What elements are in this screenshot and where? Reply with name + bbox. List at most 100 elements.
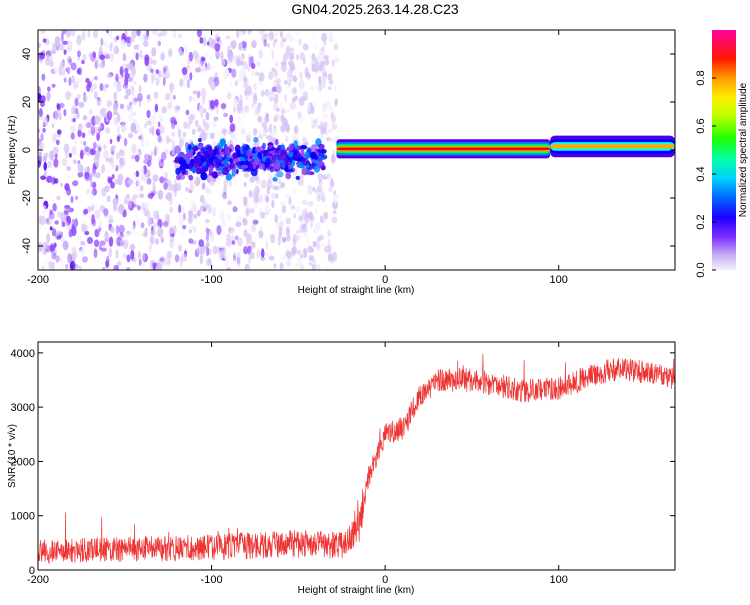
spectrogram-noise-speckle — [308, 254, 314, 262]
spectrogram-noise-speckle — [91, 188, 98, 196]
spectrogram-noise-speckle — [273, 78, 279, 89]
spectrogram-noise-speckle — [324, 72, 328, 77]
spectrogram-noise-speckle — [157, 225, 161, 230]
spectrogram-noise-speckle — [62, 40, 69, 45]
spectrogram-noise-speckle — [146, 159, 152, 167]
spectrogram-noise-speckle — [323, 55, 329, 60]
spectrogram-noise-speckle — [319, 218, 326, 224]
spectrogram-noise-speckle — [200, 87, 207, 98]
spectrogram-noise-speckle — [52, 203, 57, 212]
spectrogram-noise-speckle — [240, 64, 245, 74]
spectrogram-noise-speckle — [330, 177, 334, 187]
spectrogram-noise-speckle — [72, 118, 76, 123]
spectrogram-noise-speckle — [168, 234, 174, 241]
spectrogram-trail-blob — [235, 161, 240, 166]
spectrogram-noise-speckle — [307, 104, 311, 112]
spectrogram-noise-speckle — [147, 217, 152, 227]
spectrogram-noise-speckle — [125, 88, 132, 96]
x-tick-label: -200 — [27, 274, 49, 286]
spectrogram-noise-speckle — [289, 74, 295, 82]
spectrogram-noise-speckle — [85, 77, 90, 84]
spectrogram-noise-speckle — [41, 266, 45, 270]
spectrogram-noise-speckle — [149, 127, 154, 134]
spectrogram-trail-blob — [178, 152, 185, 158]
spectrogram-noise-speckle — [275, 107, 280, 112]
spectrogram-noise-speckle — [70, 132, 75, 140]
spectrogram-noise-speckle — [108, 247, 113, 258]
spectrogram-noise-speckle — [113, 45, 120, 55]
spectrogram-noise-speckle — [62, 240, 69, 251]
spectrogram-noise-speckle — [299, 79, 305, 90]
spectrogram-noise-speckle — [81, 223, 87, 233]
spectrogram-noise-speckle — [143, 35, 149, 41]
spectrogram-noise-speckle — [302, 43, 309, 51]
spectrogram-noise-speckle — [286, 73, 291, 83]
spectrogram-noise-speckle — [99, 109, 105, 115]
spectrogram-trail-blob — [235, 168, 239, 175]
spectrogram-noise-speckle — [243, 172, 249, 178]
spectrogram-noise-speckle — [146, 109, 151, 119]
spectrogram-trail-blob — [256, 146, 261, 152]
spectrogram-noise-speckle — [73, 159, 77, 164]
spectrogram-noise-speckle — [56, 195, 61, 201]
spectrogram-noise-speckle — [300, 113, 304, 124]
spectrogram-noise-speckle — [93, 30, 99, 39]
spectrogram-noise-speckle — [48, 150, 55, 161]
spectrogram-trail-blob — [188, 174, 194, 181]
spectrogram-noise-speckle — [124, 233, 129, 239]
spectrogram-noise-speckle — [117, 113, 121, 123]
spectrogram-noise-speckle — [44, 259, 48, 270]
spectrogram-noise-speckle — [330, 255, 335, 264]
spectrogram-noise-speckle — [262, 127, 267, 138]
spectrogram-noise-speckle — [91, 76, 95, 82]
spectrogram-noise-speckle — [223, 178, 229, 188]
spectrogram-noise-speckle — [260, 256, 266, 262]
spectrogram-noise-speckle — [292, 86, 297, 93]
spectrogram-noise-speckle — [82, 115, 88, 121]
spectrogram-noise-speckle — [246, 203, 251, 210]
spectrogram-noise-speckle — [240, 60, 245, 66]
spectrogram-noise-speckle — [77, 167, 81, 172]
spectrogram-noise-speckle — [188, 95, 193, 102]
spectrogram-noise-speckle — [167, 101, 173, 110]
spectrogram-noise-speckle — [321, 103, 327, 109]
spectrogram-noise-speckle — [119, 66, 124, 76]
snr-series-line — [38, 353, 675, 564]
spectrogram-noise-speckle — [323, 121, 328, 129]
spectrogram-noise-speckle — [133, 97, 139, 102]
spectrogram-noise-speckle — [310, 85, 315, 91]
spectrogram-noise-speckle — [77, 172, 84, 178]
spectrogram-marks — [38, 30, 675, 270]
spectrogram-noise-speckle — [286, 233, 291, 242]
spectrogram-noise-speckle — [206, 241, 210, 248]
spectrogram-noise-speckle — [74, 97, 79, 107]
spectrogram-noise-speckle — [77, 265, 83, 270]
spectrogram-noise-speckle — [279, 30, 284, 38]
spectrogram-noise-speckle — [148, 244, 152, 253]
spectrogram-noise-speckle — [281, 37, 287, 43]
spectrogram-noise-speckle — [94, 76, 98, 81]
spectrogram-noise-speckle — [173, 188, 178, 198]
spectrogram-noise-speckle — [307, 217, 311, 225]
spectrogram-trail-blob — [258, 163, 266, 170]
colorbar-tick-label: 0.2 — [695, 214, 707, 229]
spectrogram-noise-speckle — [152, 174, 159, 182]
spectrogram-noise-speckle — [82, 94, 88, 103]
spectrogram-noise-speckle — [138, 250, 141, 259]
spectrogram-noise-speckle — [126, 193, 130, 199]
spectrogram-noise-speckle — [254, 59, 260, 65]
spectrogram-noise-speckle — [164, 213, 171, 220]
spectrogram-trail-blob — [242, 167, 248, 172]
y-tick-label: 1000 — [11, 511, 35, 523]
spectrogram-noise-speckle — [316, 191, 320, 202]
spectrogram-noise-speckle — [56, 206, 59, 216]
spectrogram-noise-speckle — [236, 30, 239, 39]
spectrogram-noise-speckle — [269, 96, 274, 102]
spectrogram-noise-speckle — [39, 215, 46, 226]
spectrogram-noise-speckle — [196, 178, 201, 183]
spectrogram-noise-speckle — [84, 171, 89, 180]
spectrogram-noise-speckle — [77, 123, 83, 131]
spectrogram-noise-speckle — [43, 170, 48, 177]
spectrogram-noise-speckle — [144, 54, 150, 62]
spectrogram-noise-speckle — [319, 241, 325, 249]
